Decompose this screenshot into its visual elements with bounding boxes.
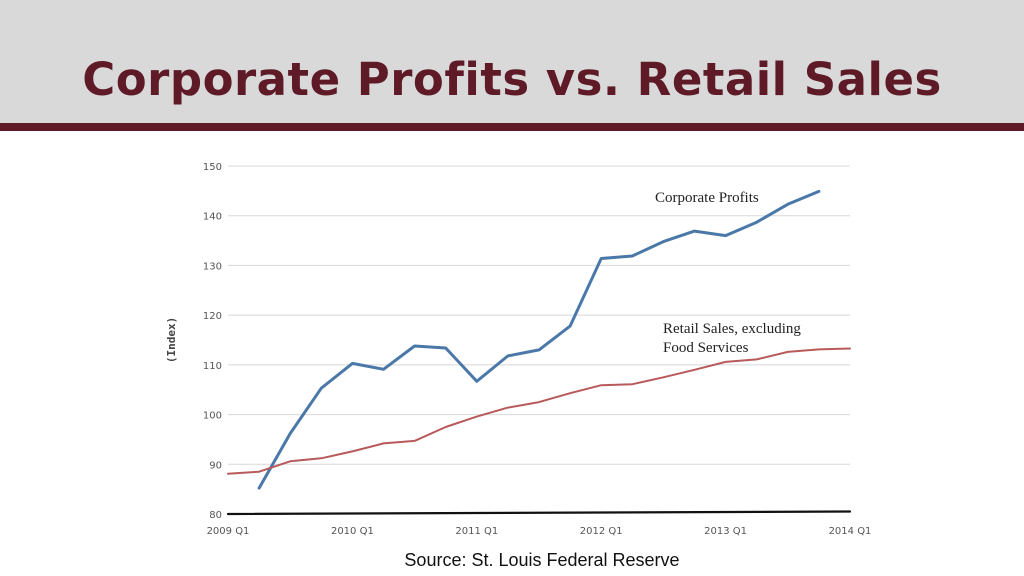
y-tick-label: 150: [203, 162, 222, 173]
series-annotation: Food Services: [663, 340, 749, 356]
series-line-corporate-profits: [257, 189, 821, 490]
title-band: [0, 0, 1024, 123]
title-underline-bar: [0, 123, 1024, 131]
y-tick-label: 80: [209, 510, 222, 521]
x-tick-label: 2010 Q1: [331, 526, 374, 537]
slide-title: Corporate Profits vs. Retail Sales: [82, 53, 942, 106]
x-tick-label: 2009 Q1: [207, 526, 250, 537]
baseline-series-line: [226, 510, 852, 516]
series-annotation: Retail Sales, excluding: [663, 321, 801, 337]
x-tick-label: 2013 Q1: [704, 526, 747, 537]
x-tick-label: 2014 Q1: [829, 526, 872, 537]
y-tick-label: 130: [203, 261, 222, 272]
x-tick-labels: 2009 Q1 2010 Q1 2011 Q1 2012 Q1 2013 Q1 2014 …: [207, 526, 872, 537]
y-tick-label: 110: [203, 361, 222, 372]
x-tick-label: 2011 Q1: [455, 526, 498, 537]
y-tick-labels: 80 90 100 110 120 130 140 150: [203, 162, 222, 521]
series-lines: [226, 189, 852, 516]
y-tick-label: 100: [203, 411, 222, 422]
series-annotation: Corporate Profits: [655, 190, 759, 206]
series-line-retail-sales-excluding-food-services: [227, 347, 851, 475]
grid-lines: [228, 165, 850, 465]
source-caption: Source: St. Louis Federal Reserve: [404, 550, 680, 570]
y-tick-label: 140: [203, 212, 222, 223]
x-tick-label: 2012 Q1: [580, 526, 623, 537]
y-tick-label: 120: [203, 311, 222, 322]
series-annotations: Corporate Profits Retail Sales, excluding…: [655, 190, 801, 356]
y-axis-label: (Index): [165, 317, 178, 363]
y-tick-label: 90: [209, 460, 222, 471]
